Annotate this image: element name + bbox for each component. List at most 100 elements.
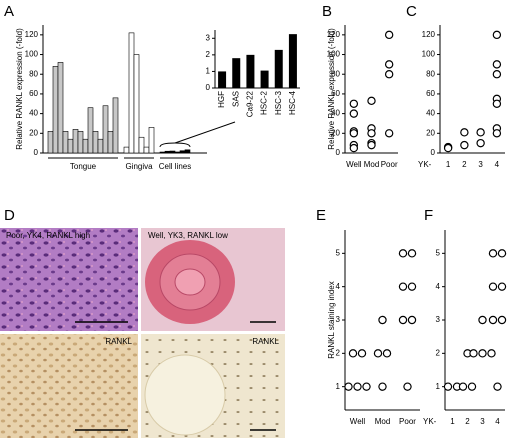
x-prefix: YK- — [418, 160, 432, 169]
point — [497, 315, 507, 325]
y-tick-label: 1 — [336, 382, 341, 391]
y-tick-label: 20 — [331, 128, 340, 137]
y-tick-label: 40 — [331, 109, 340, 118]
bar — [232, 58, 241, 88]
y-tick-label: 60 — [29, 89, 38, 98]
y-tick-label: 2 — [206, 50, 211, 59]
point — [407, 315, 417, 325]
caption: Poor, YK4, RANKL high — [6, 231, 90, 240]
point — [384, 30, 394, 40]
y-tick-label: 0 — [206, 83, 211, 92]
x-tick-label: 1 — [446, 160, 451, 169]
x-tick-label: HSC-3 — [274, 90, 283, 115]
point — [357, 349, 367, 358]
point — [476, 138, 485, 148]
point — [349, 129, 359, 138]
y-axis-label: Relative RANKL expression (-fold) — [15, 28, 24, 150]
point — [349, 143, 359, 153]
y-tick-label: 40 — [29, 109, 38, 118]
point — [384, 60, 394, 69]
x-tick-label: Well — [346, 160, 362, 169]
point — [478, 315, 487, 325]
ihc-high — [0, 334, 138, 438]
point — [373, 349, 383, 358]
point — [398, 282, 408, 291]
y-tick-label: 2 — [436, 348, 441, 357]
point — [398, 249, 408, 258]
x-tick-label: 3 — [478, 160, 483, 169]
x-tick-label: Ca9-22 — [246, 90, 255, 117]
bar — [57, 62, 64, 154]
point — [460, 140, 469, 150]
he-poor — [0, 228, 138, 331]
y-tick-label: 3 — [206, 33, 211, 42]
bar — [107, 131, 114, 154]
y-tick-label: 20 — [426, 128, 435, 137]
bar — [246, 54, 255, 88]
point — [492, 30, 502, 40]
x-tick-label: Well — [350, 417, 366, 426]
point — [443, 143, 453, 153]
y-tick-label: 60 — [331, 89, 340, 98]
y-tick-label: 3 — [336, 315, 341, 324]
bar — [123, 146, 130, 154]
panel-letter: D — [4, 207, 15, 224]
y-tick-label: 100 — [327, 50, 341, 59]
x-tick-label: Mod — [364, 160, 380, 169]
point — [493, 382, 502, 391]
inset-bracket — [159, 142, 191, 148]
bar — [67, 138, 74, 154]
y-tick-label: 5 — [336, 248, 341, 257]
y-tick-label: 0 — [431, 148, 436, 157]
group-label: Tongue — [70, 162, 97, 171]
point — [492, 60, 502, 69]
point — [476, 128, 485, 137]
bar — [184, 149, 191, 154]
point — [348, 349, 358, 358]
point — [488, 315, 498, 325]
point — [403, 382, 412, 391]
bar — [128, 32, 135, 154]
panel-letter: B — [322, 3, 332, 20]
y-tick-label: 100 — [422, 50, 436, 59]
y-tick-label: 4 — [436, 282, 441, 291]
x-tick-label: 2 — [462, 160, 467, 169]
bar — [274, 49, 283, 88]
x-tick-label: 4 — [495, 417, 500, 426]
bar — [164, 150, 171, 154]
bar — [138, 136, 145, 154]
bar — [92, 131, 99, 154]
bar — [77, 131, 84, 154]
x-tick-label: HSC-2 — [260, 90, 269, 115]
x-tick-label: SAS — [231, 91, 240, 107]
y-tick-label: 1 — [436, 382, 441, 391]
point — [349, 109, 359, 118]
point — [398, 315, 408, 325]
bar — [112, 97, 119, 154]
x-tick-label: Mod — [375, 417, 391, 426]
x-tick-label: 4 — [495, 160, 500, 169]
panel-letter: F — [424, 207, 433, 224]
panel-letter: A — [4, 3, 14, 20]
point — [378, 315, 387, 325]
point — [492, 99, 502, 108]
bar — [159, 151, 166, 154]
y-tick-label: 3 — [436, 315, 441, 324]
point — [458, 382, 468, 391]
x-tick-label: Poor — [399, 417, 416, 426]
y-tick-label: 80 — [331, 69, 340, 78]
point — [367, 96, 376, 106]
y-tick-label: 40 — [426, 109, 435, 118]
point — [384, 70, 394, 79]
y-tick-label: 4 — [336, 282, 341, 291]
point — [353, 382, 362, 391]
y-tick-label: 2 — [336, 348, 341, 357]
point — [407, 249, 417, 258]
y-tick-label: 80 — [426, 69, 435, 78]
x-tick-label: 1 — [450, 417, 455, 426]
bar — [72, 129, 79, 154]
point — [460, 128, 469, 137]
point — [488, 282, 498, 291]
point — [344, 382, 353, 391]
histology: Poor, YK4, RANKL high Well, YK3, RANKL l… — [0, 228, 285, 438]
